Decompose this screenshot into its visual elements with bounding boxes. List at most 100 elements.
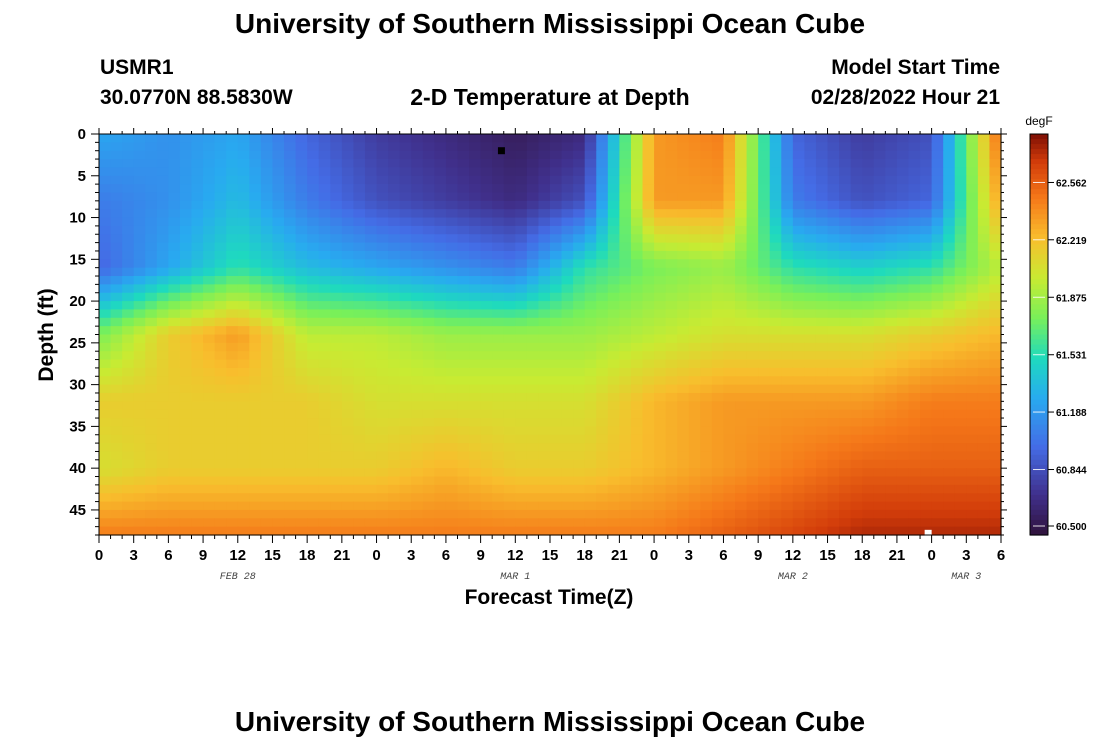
heatmap-cell	[561, 276, 574, 285]
heatmap-cell	[260, 392, 274, 402]
heatmap-cell	[422, 267, 435, 277]
heatmap-cell	[179, 493, 193, 503]
heatmap-cell	[156, 451, 169, 461]
heatmap-cell	[203, 501, 216, 511]
heatmap-cell	[943, 426, 956, 436]
heatmap-cell	[99, 384, 112, 394]
heatmap-cell	[353, 392, 366, 402]
heatmap-cell	[480, 526, 493, 536]
heatmap-cell	[943, 501, 956, 511]
heatmap-cell	[341, 301, 355, 311]
heatmap-cell	[619, 317, 632, 327]
x-tick-label: 3	[962, 547, 970, 564]
heatmap-cell	[827, 392, 840, 402]
heatmap-cell	[815, 426, 829, 436]
heatmap-cell	[492, 459, 505, 469]
heatmap-cell	[457, 184, 470, 194]
heatmap-cell	[422, 384, 435, 394]
heatmap-cell	[110, 292, 123, 302]
heatmap-cell	[168, 409, 181, 419]
heatmap-cell	[168, 259, 181, 269]
heatmap-cell	[642, 518, 655, 528]
heatmap-cell	[133, 234, 146, 244]
heatmap-cell	[191, 351, 204, 361]
heatmap-cell	[330, 150, 343, 160]
heatmap-cell	[515, 509, 528, 519]
heatmap-cell	[850, 451, 863, 461]
heatmap-cell	[619, 225, 632, 235]
heatmap-cell	[596, 242, 609, 252]
heatmap-cell	[642, 225, 655, 235]
heatmap-cell	[561, 334, 574, 344]
heatmap-cell	[492, 418, 505, 427]
colorbar-band	[1030, 524, 1048, 531]
heatmap-cell	[677, 250, 690, 260]
heatmap-cell	[896, 418, 910, 427]
heatmap-cell	[885, 200, 898, 210]
heatmap-cell	[584, 367, 597, 377]
heatmap-cell	[191, 225, 204, 235]
heatmap-cell	[815, 509, 829, 519]
heatmap-cell	[260, 434, 274, 444]
heatmap-cell	[272, 326, 285, 336]
heatmap-cell	[873, 326, 886, 336]
heatmap-cell	[619, 167, 632, 177]
heatmap-cell	[110, 150, 123, 160]
heatmap-cell	[457, 367, 470, 377]
heatmap-cell	[908, 267, 921, 277]
heatmap-cell	[665, 342, 678, 352]
heatmap-cell	[584, 150, 597, 160]
x-tick-label: 0	[650, 547, 658, 564]
heatmap-cell	[654, 484, 667, 494]
heatmap-cell	[364, 401, 378, 411]
heatmap-cell	[723, 476, 736, 486]
heatmap-cell	[376, 175, 389, 185]
heatmap-cell	[307, 434, 320, 444]
heatmap-cell	[179, 234, 193, 244]
heatmap-cell	[515, 526, 528, 536]
heatmap-cell	[110, 526, 123, 536]
heatmap-cell	[711, 225, 725, 235]
heatmap-cell	[260, 192, 274, 202]
heatmap-cell	[607, 267, 620, 277]
heatmap-cell	[561, 142, 574, 152]
heatmap-cell	[977, 317, 991, 327]
heatmap-cell	[850, 426, 863, 436]
heatmap-cell	[630, 501, 644, 511]
heatmap-cell	[630, 175, 644, 185]
heatmap-cell	[723, 367, 736, 377]
heatmap-cell	[746, 309, 759, 319]
heatmap-cell	[330, 250, 343, 260]
heatmap-cell	[584, 418, 597, 427]
heatmap-cell	[272, 276, 285, 285]
heatmap-cell	[295, 451, 308, 461]
heatmap-cell	[862, 301, 875, 311]
heatmap-cell	[434, 468, 447, 478]
heatmap-cell	[654, 225, 667, 235]
heatmap-cell	[110, 509, 123, 519]
heatmap-cell	[584, 142, 597, 152]
heatmap-cell	[330, 159, 343, 169]
heatmap-cell	[573, 418, 586, 427]
heatmap-cell	[989, 367, 1002, 377]
heatmap-cell	[179, 418, 193, 427]
heatmap-cell	[457, 209, 470, 219]
heatmap-cell	[827, 418, 840, 427]
heatmap-cell	[839, 443, 852, 453]
heatmap-cell	[457, 376, 470, 386]
heatmap-cell	[827, 518, 840, 528]
heatmap-cell	[607, 342, 620, 352]
heatmap-cell	[746, 409, 759, 419]
heatmap-cell	[896, 276, 910, 285]
heatmap-cell	[503, 384, 516, 394]
heatmap-cell	[700, 451, 713, 461]
heatmap-cell	[700, 317, 713, 327]
heatmap-cell	[619, 426, 632, 436]
heatmap-cell	[330, 192, 343, 202]
heatmap-cell	[850, 200, 863, 210]
heatmap-cell	[307, 217, 320, 227]
heatmap-cell	[758, 234, 771, 244]
heatmap-cell	[249, 351, 262, 361]
heatmap-cell	[145, 518, 158, 528]
heatmap-cell	[226, 292, 239, 302]
